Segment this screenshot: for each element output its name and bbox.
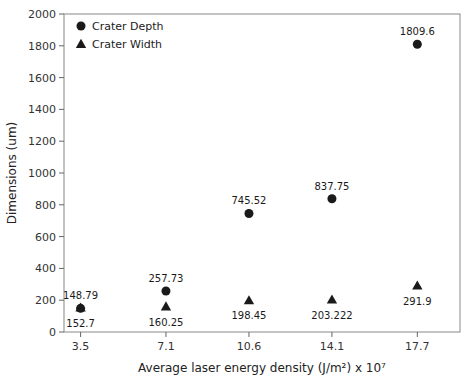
x-tick	[331, 332, 332, 337]
marks	[75, 40, 422, 313]
x-tick	[417, 332, 418, 337]
point	[327, 295, 337, 304]
y-tick-label: 1400	[28, 103, 56, 116]
data-label: 291.9	[403, 296, 432, 307]
y-tick	[59, 173, 64, 174]
y-tick	[59, 77, 64, 78]
y-tick-label: 1600	[28, 72, 56, 85]
series-0	[76, 40, 422, 313]
x-axis-label: Average laser energy density (J/m²) x 10…	[138, 361, 386, 375]
legend-label: Crater Depth	[92, 20, 164, 33]
data-labels: 148.79 257.73 745.52 837.75 1809.6 152.7 160.2…	[63, 26, 435, 328]
x-tick	[248, 332, 249, 337]
data-label: 203.222	[311, 310, 352, 321]
y-tick-label: 200	[35, 294, 56, 307]
y-tick	[59, 204, 64, 205]
chart-container: 3.5 7.1 10.6 14.1 17.7 0 200 400 600 800 1000 1200 1…	[0, 0, 474, 382]
data-label: 152.7	[66, 318, 95, 329]
point	[244, 209, 253, 218]
legend-marker	[76, 39, 86, 48]
x-tick-label: 7.1	[157, 340, 175, 353]
y-tick-label: 1200	[28, 135, 56, 148]
y-tick-label: 800	[35, 199, 56, 212]
y-tick-label: 600	[35, 231, 56, 244]
point	[327, 194, 336, 203]
point	[244, 295, 254, 304]
y-axis-label: Dimensions (um)	[5, 122, 19, 225]
y-tick-label: 1800	[28, 40, 56, 53]
y-tick-label: 2000	[28, 8, 56, 21]
y-tick	[59, 45, 64, 46]
y-tick	[59, 332, 64, 333]
y-tick	[59, 141, 64, 142]
point	[75, 303, 85, 312]
y-tick	[59, 14, 64, 15]
data-label: 160.25	[148, 317, 183, 328]
chart-svg: 3.5 7.1 10.6 14.1 17.7 0 200 400 600 800 1000 1200 1…	[0, 0, 474, 382]
data-label: 148.79	[63, 290, 98, 301]
y-tick	[59, 236, 64, 237]
axes: 3.5 7.1 10.6 14.1 17.7 0 200 400 600 800 1000 1200 1…	[5, 8, 430, 375]
y-tick	[59, 268, 64, 269]
point	[161, 287, 170, 296]
x-tick	[165, 332, 166, 337]
series-1	[75, 280, 422, 311]
point	[161, 301, 171, 310]
data-label: 198.45	[231, 310, 266, 321]
y-tick-label: 0	[49, 326, 56, 339]
y-tick-label: 1000	[28, 167, 56, 180]
y-tick	[59, 109, 64, 110]
x-tick-label: 17.7	[405, 340, 430, 353]
y-tick-label: 400	[35, 262, 56, 275]
legend: Crater Depth Crater Width	[76, 20, 164, 51]
x-tick-label: 10.6	[237, 340, 262, 353]
x-tick-label: 14.1	[320, 340, 345, 353]
x-tick	[80, 332, 81, 337]
x-tick-label: 3.5	[72, 340, 90, 353]
data-label: 1809.6	[400, 26, 435, 37]
plot-frame	[64, 14, 460, 332]
background	[0, 0, 474, 382]
point	[412, 280, 422, 289]
data-label: 257.73	[148, 273, 183, 284]
point	[413, 40, 422, 49]
legend-marker	[77, 22, 86, 31]
data-label: 745.52	[231, 195, 266, 206]
legend-label: Crater Width	[92, 38, 162, 51]
data-label: 837.75	[314, 181, 349, 192]
